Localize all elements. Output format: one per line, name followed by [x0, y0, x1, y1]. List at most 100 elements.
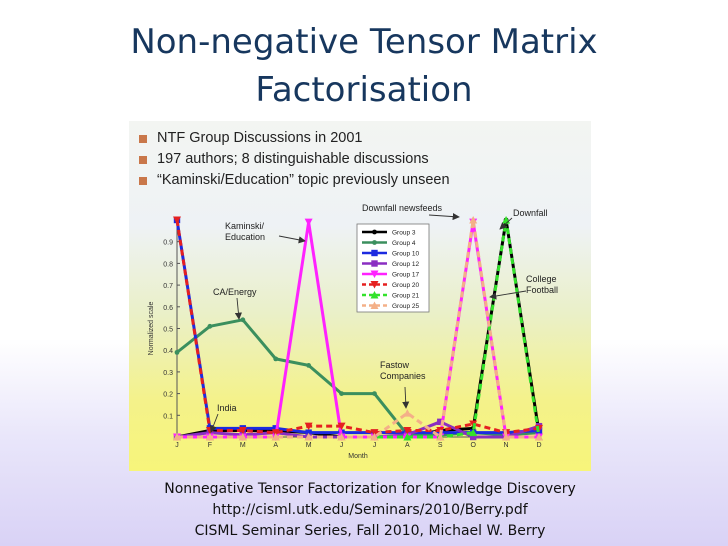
data-point	[337, 422, 346, 431]
series-line	[175, 219, 540, 435]
bullet-item: NTF Group Discussions in 2001	[139, 128, 450, 149]
legend-box	[356, 223, 430, 313]
data-point	[370, 281, 379, 289]
bullet-text: 197 authors; 8 distinguishable discussio…	[157, 151, 429, 167]
bullet-square-icon	[139, 176, 147, 185]
data-point	[238, 433, 247, 441]
annotation-label: Downfall	[513, 208, 548, 218]
x-tick-label: O	[470, 442, 476, 449]
data-point	[370, 301, 379, 309]
x-tick-label: S	[438, 442, 443, 449]
data-point	[174, 349, 180, 355]
caption-line-1: Nonnegative Tensor Factorization for Kno…	[164, 481, 576, 497]
annotation-label: India	[217, 403, 237, 413]
slide-caption: Nonnegative Tensor Factorization for Kno…	[140, 479, 600, 542]
annotation-arrow	[489, 290, 527, 300]
data-point	[371, 260, 378, 267]
data-point	[173, 216, 181, 224]
x-tick-label: N	[504, 442, 509, 449]
x-tick-label: M	[306, 442, 312, 449]
y-tick-label: 0.4	[163, 348, 173, 355]
y-tick-label: 0.8	[163, 261, 173, 268]
data-point	[370, 429, 379, 437]
annotation-label: Companies	[380, 371, 426, 381]
data-point	[304, 422, 313, 431]
annotation: Kaminski/Education	[225, 221, 306, 244]
x-tick-label: J	[373, 442, 377, 449]
legend: Group 3 Group 4 Group 10 Group 12 Group 17 Gr…	[356, 223, 430, 313]
data-point	[469, 428, 478, 437]
annotation: India	[209, 403, 237, 433]
data-point	[535, 433, 543, 441]
bullet-square-icon	[139, 155, 147, 164]
annotation-arrow	[209, 413, 219, 433]
series-line	[175, 219, 540, 435]
annotation: Downfall newsfeeds	[362, 203, 460, 221]
annotation-label: CA/Energy	[213, 287, 257, 297]
y-tick-label: 0.9	[163, 240, 173, 247]
y-tick-label: 0.5	[163, 327, 173, 334]
data-point	[502, 216, 511, 224]
slide-title: Non-negative Tensor Matrix Factorisation	[0, 18, 728, 114]
series-group-25	[173, 216, 543, 441]
legend-label: Group 20	[392, 282, 419, 289]
slide-title-line-1: Non-negative Tensor Matrix	[130, 22, 598, 62]
legend-label: Group 21	[392, 293, 419, 300]
legend-label: Group 4	[392, 240, 416, 247]
data-point	[173, 433, 181, 441]
x-tick-label: A	[273, 442, 278, 449]
data-point	[273, 356, 279, 362]
x-axis-label: Month	[348, 453, 368, 460]
x-tick-label: J	[175, 442, 179, 449]
annotation-label: Downfall newsfeeds	[362, 203, 443, 213]
bullet-item: “Kaminski/Education” topic previously un…	[139, 170, 450, 191]
bullet-text: NTF Group Discussions in 2001	[157, 130, 363, 146]
annotation-arrow	[402, 386, 410, 409]
annotation-arrow	[278, 235, 306, 244]
data-point	[403, 433, 412, 441]
y-tick-label: 0.2	[163, 392, 173, 399]
data-point	[306, 362, 312, 368]
annotation-arrow	[499, 217, 513, 230]
data-point	[207, 323, 213, 329]
x-tick-label: J	[340, 442, 344, 449]
series-line	[176, 318, 540, 437]
data-point	[271, 429, 280, 437]
data-point	[304, 218, 313, 227]
data-point	[502, 433, 511, 441]
legend-label: Group 12	[392, 261, 419, 268]
caption-line-3: CISML Seminar Series, Fall 2010, Michael…	[194, 523, 546, 539]
data-point	[436, 433, 445, 441]
data-point	[240, 317, 246, 323]
annotation-label: Football	[526, 285, 558, 295]
data-point	[304, 433, 313, 441]
data-point	[469, 433, 477, 441]
data-point	[370, 291, 379, 299]
data-point	[271, 433, 280, 441]
annotation-label: Fastow	[380, 360, 410, 370]
bullet-item: 197 authors; 8 distinguishable discussio…	[139, 149, 450, 170]
bullet-text: “Kaminski/Education” topic previously un…	[157, 172, 450, 188]
data-point	[370, 433, 379, 441]
data-point	[339, 391, 344, 396]
y-tick-label: 0.3	[163, 370, 173, 377]
data-point	[337, 433, 346, 441]
slide-title-line-2: Factorisation	[255, 70, 473, 110]
data-point	[205, 433, 214, 441]
data-point	[437, 418, 444, 426]
x-tick-label: F	[208, 442, 212, 449]
data-point	[403, 426, 412, 435]
annotation-arrow	[428, 212, 460, 221]
data-point	[469, 216, 478, 224]
data-point	[370, 270, 379, 278]
chart-figure: NTF Group Discussions in 2001 197 author…	[129, 121, 591, 471]
annotation: Downfall	[499, 208, 548, 230]
data-point	[372, 229, 377, 235]
data-point	[305, 429, 312, 436]
caption-line-2: http://cisml.utk.edu/Seminars/2010/Berry…	[212, 502, 528, 518]
legend-label: Group 3	[392, 230, 416, 237]
y-tick-label: 0.7	[163, 283, 173, 290]
x-tick-label: D	[536, 442, 541, 449]
